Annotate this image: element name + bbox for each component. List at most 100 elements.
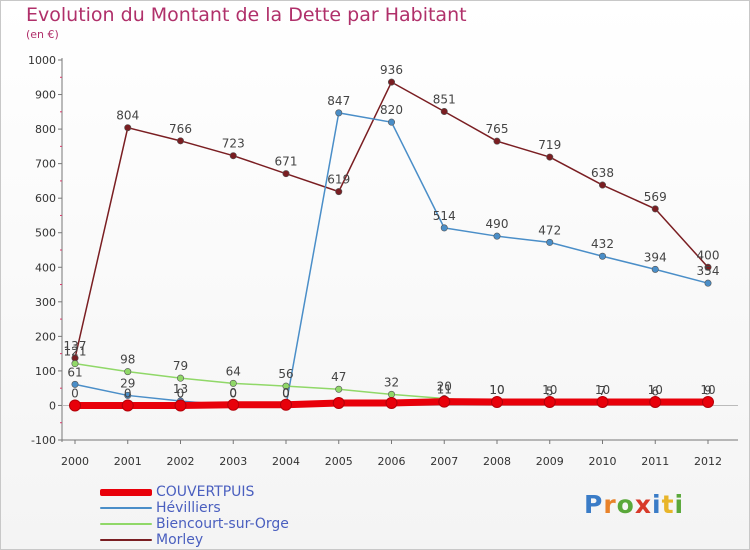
legend-label-hevilliers: Hévilliers	[156, 500, 221, 516]
data-label-couvertpuis: 11	[437, 383, 452, 397]
data-label-biencourt-sur-orge: 98	[120, 353, 135, 367]
chart-subtitle: (en €)	[26, 28, 59, 41]
y-tick-label: 600	[35, 192, 56, 205]
data-label-morley: 723	[222, 137, 245, 151]
data-label-couvertpuis: 10	[648, 383, 663, 397]
data-point-couvertpuis	[227, 398, 240, 411]
x-tick-label: 2011	[641, 455, 669, 468]
data-label-morley: 569	[644, 190, 667, 204]
data-label-couvertpuis: 0	[71, 386, 79, 400]
logo-letter: i	[674, 490, 685, 519]
data-point-biencourt-sur-orge	[124, 368, 132, 376]
data-label-hevilliers: 394	[644, 250, 667, 264]
data-point-hevilliers	[440, 224, 448, 232]
x-tick-label: 2009	[536, 455, 564, 468]
legend-item-hevilliers: Hévilliers	[100, 500, 289, 516]
data-point-hevilliers	[598, 252, 606, 260]
data-label-morley: 719	[538, 138, 561, 152]
data-point-couvertpuis	[121, 399, 134, 412]
data-label-hevilliers: 514	[433, 209, 456, 223]
data-point-hevilliers	[704, 279, 712, 287]
data-label-biencourt-sur-orge: 9	[704, 383, 712, 397]
data-point-biencourt-sur-orge	[71, 360, 79, 368]
data-point-morley	[704, 263, 712, 271]
legend: COUVERTPUIS Hévilliers Biencourt-sur-Org…	[100, 484, 289, 548]
data-label-couvertpuis: 0	[282, 386, 290, 400]
data-point-hevilliers	[651, 265, 659, 273]
data-point-biencourt-sur-orge	[177, 374, 185, 382]
x-tick-label: 2006	[378, 455, 406, 468]
data-label-hevilliers: 13	[173, 382, 188, 396]
legend-label-morley: Morley	[156, 532, 204, 548]
data-label-morley: 619	[327, 173, 350, 187]
legend-swatch-couvertpuis	[100, 488, 152, 496]
data-label-couvertpuis: 10	[489, 383, 504, 397]
data-point-couvertpuis	[174, 399, 187, 412]
y-tick-label: 800	[35, 123, 56, 136]
data-point-biencourt-sur-orge	[229, 379, 237, 387]
data-label-hevilliers: 472	[538, 223, 561, 237]
y-tick-label: 0	[49, 399, 56, 412]
chart-title: Evolution du Montant de la Dette par Hab…	[26, 4, 467, 26]
data-point-hevilliers	[387, 118, 395, 126]
logo-letter: o	[616, 490, 635, 519]
data-point-hevilliers	[335, 109, 343, 117]
data-point-morley	[440, 107, 448, 115]
data-label-biencourt-sur-orge: 7	[599, 384, 607, 398]
series-line-hevilliers	[74, 112, 709, 407]
logo-letter: t	[661, 490, 675, 519]
data-label-couvertpuis: 10	[542, 383, 557, 397]
data-point-morley	[387, 78, 395, 86]
legend-item-biencourt-sur-orge: Biencourt-sur-Orge	[100, 516, 289, 532]
y-tick-label: 200	[35, 330, 56, 343]
data-point-morley	[282, 170, 290, 178]
x-tick-label: 2010	[589, 455, 617, 468]
x-tick-label: 2008	[483, 455, 511, 468]
data-label-couvertpuis: 0	[124, 386, 132, 400]
data-label-morley: 671	[275, 155, 298, 169]
data-label-couvertpuis: 10	[595, 383, 610, 397]
data-label-hevilliers: 432	[591, 237, 614, 251]
data-point-biencourt-sur-orge	[387, 390, 395, 398]
data-point-couvertpuis	[702, 396, 714, 408]
data-point-couvertpuis	[280, 398, 292, 411]
x-tick-label: 2001	[114, 455, 142, 468]
data-label-hevilliers: 0	[229, 386, 237, 400]
data-label-biencourt-sur-orge: 64	[226, 364, 241, 378]
data-label-hevilliers: 847	[327, 94, 350, 108]
data-label-biencourt-sur-orge: 121	[64, 345, 87, 359]
data-label-morley: 936	[380, 63, 403, 77]
y-tick-label: 300	[35, 296, 56, 309]
data-point-couvertpuis	[543, 396, 556, 408]
x-tick-label: 2003	[219, 455, 247, 468]
data-point-morley	[598, 181, 606, 189]
data-label-biencourt-sur-orge: 32	[384, 375, 399, 389]
data-point-morley	[493, 137, 501, 145]
data-label-hevilliers: 490	[486, 217, 509, 231]
data-point-morley	[124, 124, 132, 132]
data-label-biencourt-sur-orge: 79	[173, 359, 188, 373]
data-label-couvertpuis: 10	[700, 383, 715, 397]
legend-item-morley: Morley	[100, 532, 289, 548]
data-point-morley	[229, 152, 237, 160]
data-point-biencourt-sur-orge	[282, 382, 290, 390]
data-point-couvertpuis	[596, 396, 609, 408]
data-point-morley	[651, 205, 659, 213]
data-label-morley: 400	[697, 248, 720, 262]
y-tick-label: 500	[35, 227, 56, 240]
logo-letter: x	[634, 490, 652, 519]
x-tick-label: 2002	[167, 455, 195, 468]
data-label-biencourt-sur-orge: 10	[489, 383, 504, 397]
logo-letter: P	[584, 490, 604, 519]
data-label-morley: 851	[433, 92, 456, 106]
data-point-morley	[335, 188, 343, 196]
legend-swatch-hevilliers	[100, 507, 152, 509]
x-tick-label: 2004	[272, 455, 300, 468]
data-label-biencourt-sur-orge: 56	[278, 367, 293, 381]
y-tick-label: 100	[35, 365, 56, 378]
legend-label-biencourt-sur-orge: Biencourt-sur-Orge	[156, 516, 289, 532]
data-label-couvertpuis: 0	[229, 386, 237, 400]
data-label-morley: 137	[64, 339, 87, 353]
